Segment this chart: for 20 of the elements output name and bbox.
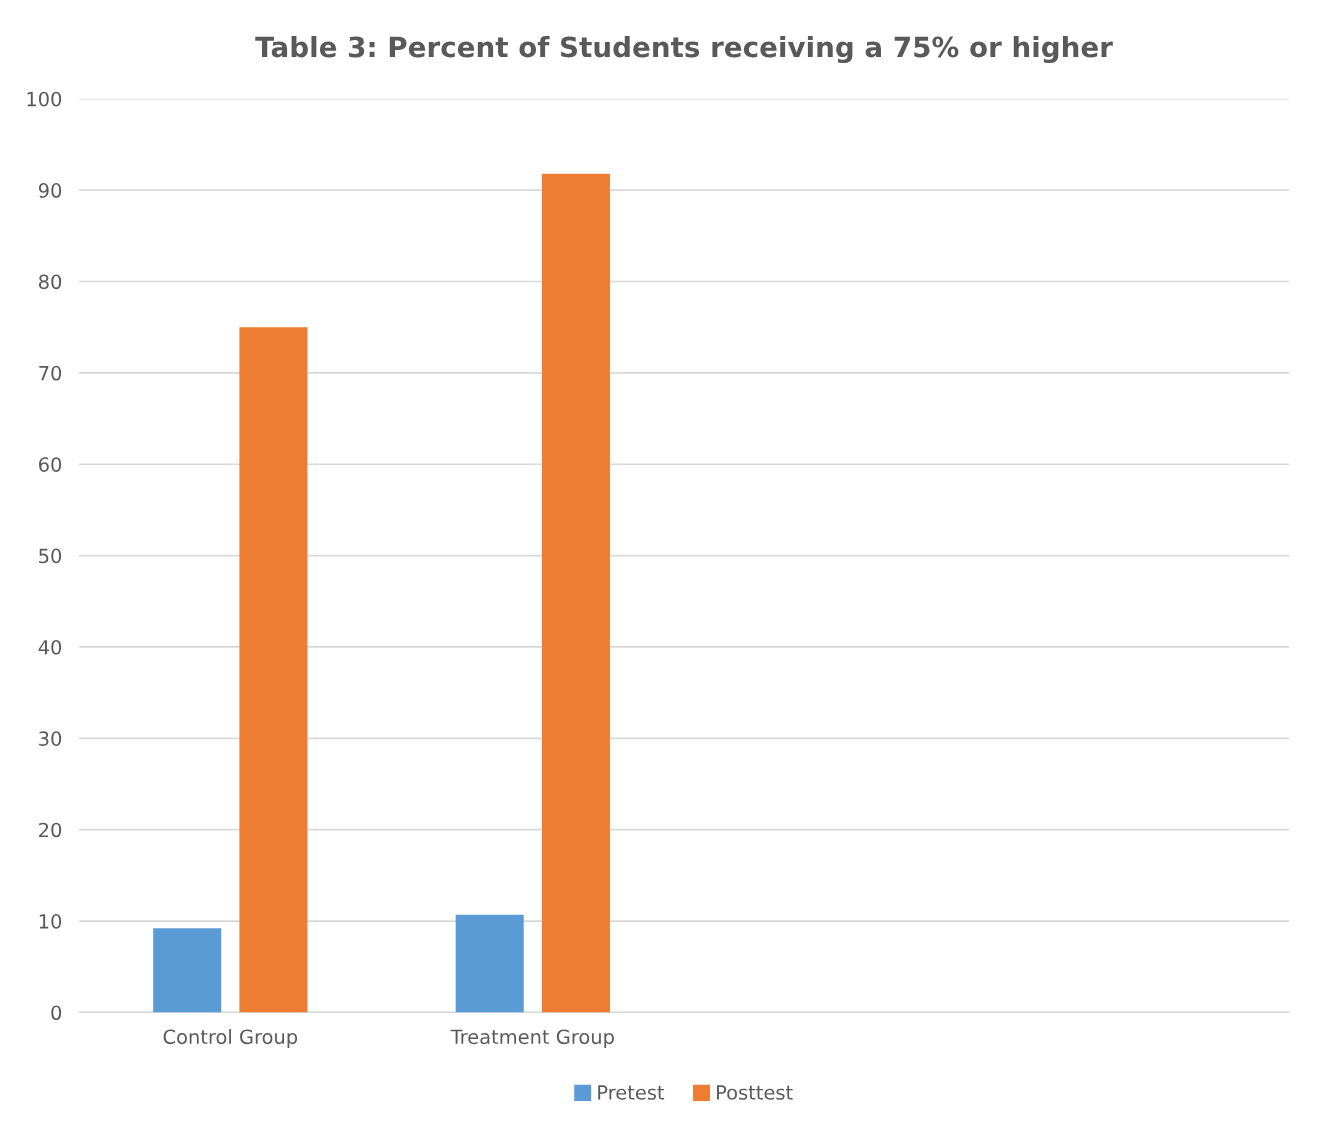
y-tick-label: 20 [39,822,62,838]
y-tick-label: 0 [51,1005,62,1021]
y-tick-label: 40 [38,639,62,655]
bar [239,327,308,1013]
bar [455,914,524,1013]
y-tick-label: 30 [39,731,62,746]
y-tick-label: 90 [38,183,62,198]
y-tick-label: 60 [39,457,62,472]
y-tick-label: 80 [38,274,62,290]
bar [541,173,610,1013]
chart-title: Table 3: Percent of Students receiving a 75% or higher [255,35,1113,64]
y-tick-label: 100 [27,91,62,107]
x-tick-label: Treatment Group [450,1029,614,1048]
y-tick-label: 50 [39,548,62,564]
bar [153,928,222,1013]
x-tick-label: Control Group [163,1029,298,1048]
y-tick-label: 10 [39,914,62,929]
legend-label: Pretest [598,1085,665,1100]
legend-label: Posttest [717,1085,793,1100]
y-tick-label: 70 [39,365,62,381]
